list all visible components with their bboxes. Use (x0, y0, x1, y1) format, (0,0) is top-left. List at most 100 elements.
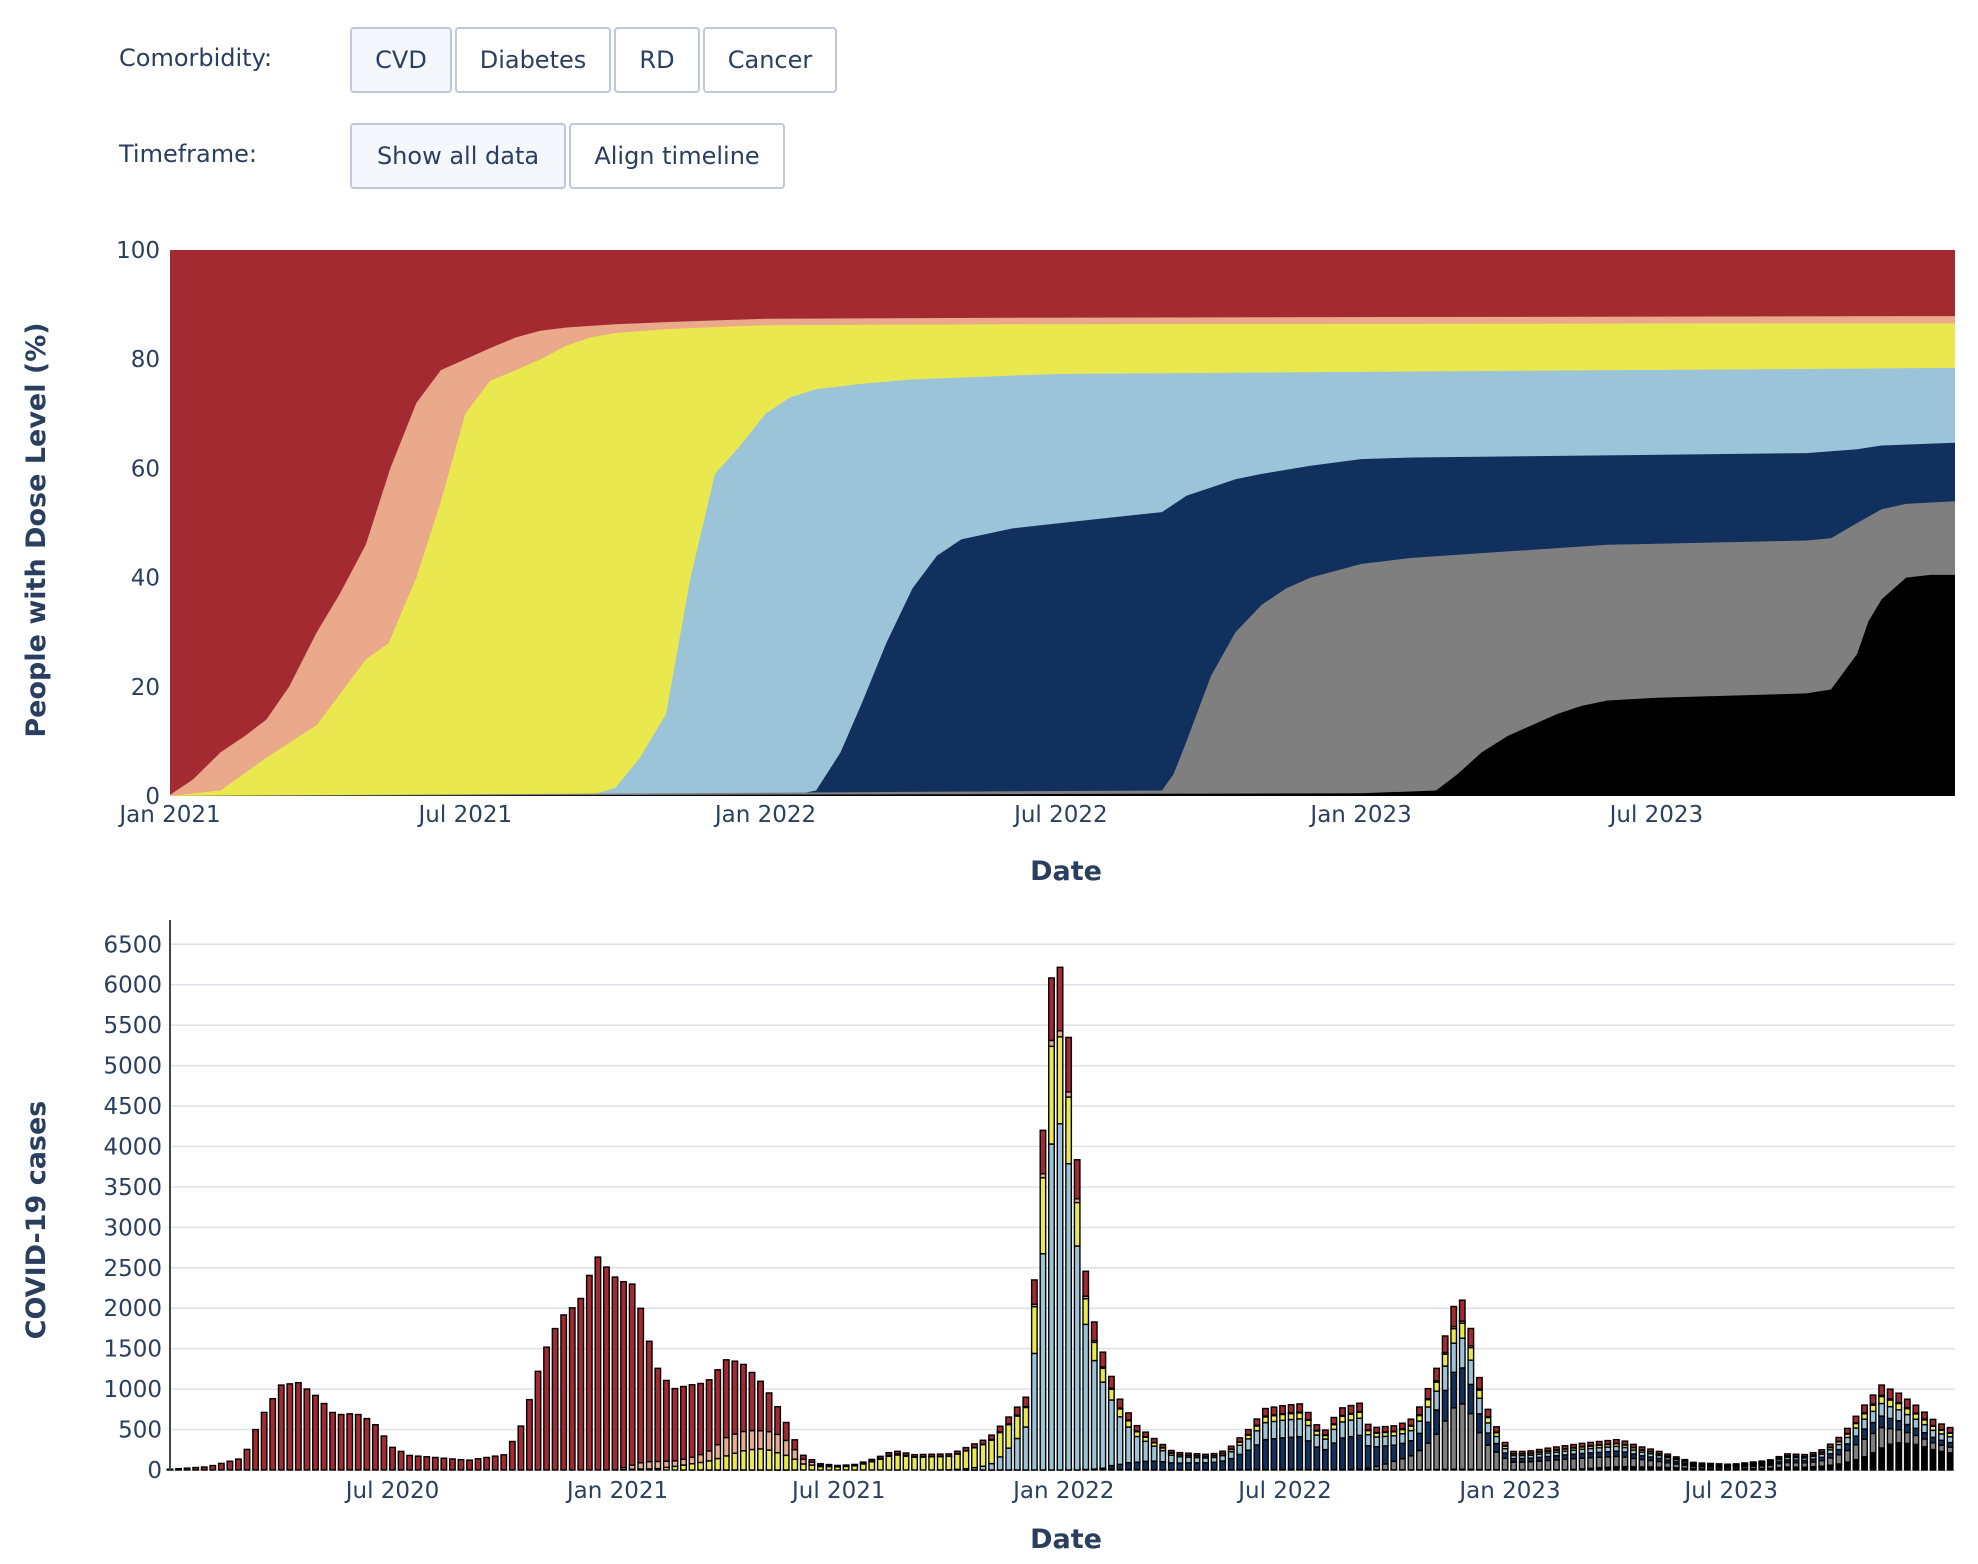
cases-bar-segment (252, 1428, 260, 1471)
cases-bar (423, 1456, 431, 1471)
cases-bar (1895, 1392, 1903, 1471)
cases-bar (1398, 1422, 1406, 1471)
cases-bar-segment (722, 1359, 730, 1439)
diabetes-button[interactable]: Diabetes (455, 27, 611, 93)
cases-bar-segment (1133, 1431, 1141, 1438)
cases-bar-segment (1681, 1458, 1689, 1462)
cases-bar-segment (1493, 1442, 1500, 1453)
cases-bar (1090, 1321, 1098, 1471)
cases-bar (209, 1464, 217, 1471)
cvd-button[interactable]: CVD (350, 27, 452, 93)
cases-bar-segment (1424, 1387, 1432, 1400)
cases-bar-segment (1835, 1436, 1843, 1443)
cases-bar-segment (1826, 1457, 1834, 1466)
cases-bar (252, 1428, 260, 1471)
cases-bar (1244, 1428, 1252, 1471)
cases-bar-segment (175, 1467, 183, 1471)
cases-bar-segment (603, 1266, 610, 1471)
cases-bar (722, 1359, 730, 1471)
cases-bar (1655, 1450, 1663, 1471)
cases-bar (1467, 1327, 1475, 1471)
cases-bar-segment (1467, 1383, 1475, 1415)
cases-bar-segment (731, 1433, 739, 1454)
cases-bar-segment (688, 1456, 696, 1465)
cases-bar-segment (397, 1450, 405, 1471)
cases-bar-segment (1895, 1409, 1903, 1422)
cases-bar-segment (894, 1454, 901, 1471)
cases-x-tick-label: Jul 2022 (1236, 1478, 1332, 1504)
cases-bar-segment (739, 1450, 747, 1471)
dose-x-axis-title: Date (1030, 856, 1102, 887)
cases-bar-segment (1689, 1461, 1697, 1464)
cases-bar-segment (1920, 1423, 1928, 1434)
cases-bar (483, 1456, 491, 1471)
cases-bar (1433, 1367, 1441, 1471)
cases-bar-segment (568, 1307, 576, 1471)
show-all-data-button[interactable]: Show all data (350, 123, 566, 189)
cases-bar-segment (1296, 1418, 1304, 1438)
cases-bar (1801, 1453, 1809, 1471)
cases-bar (1176, 1451, 1184, 1471)
cases-bar (611, 1276, 619, 1471)
cases-bar-segment (1903, 1442, 1911, 1471)
cases-bar (1578, 1442, 1586, 1471)
cases-bar-segment (1578, 1457, 1586, 1470)
cases-bar-segment (1458, 1337, 1466, 1369)
cases-bar-segment (1116, 1398, 1124, 1409)
cases-bar-segment (1416, 1420, 1423, 1435)
cases-bar-segment (1510, 1450, 1518, 1455)
cases-bar-segment (1407, 1440, 1415, 1457)
cases-bar-segment (1869, 1404, 1877, 1413)
cases-bar (1869, 1394, 1877, 1471)
rd-button[interactable]: RD (614, 27, 700, 93)
cases-bar-segment (936, 1455, 944, 1471)
cases-bar (902, 1452, 910, 1471)
cases-bar-segment (1150, 1460, 1158, 1471)
cases-bar-segment (1878, 1426, 1886, 1449)
cases-bar (1236, 1437, 1244, 1471)
cases-bar (217, 1462, 225, 1471)
cases-bar (1475, 1376, 1483, 1471)
cases-bar-segment (705, 1379, 713, 1452)
cases-bar-segment (1852, 1415, 1860, 1424)
cases-bar-segment (1475, 1389, 1483, 1399)
cases-bar (354, 1413, 362, 1471)
cases-bar (1133, 1424, 1141, 1471)
cases-bar-segment (1912, 1443, 1920, 1471)
cases-bar-segment (1544, 1447, 1552, 1452)
cases-bar-segment (448, 1458, 456, 1471)
cancer-button[interactable]: Cancer (703, 27, 837, 93)
cases-bar-segment (320, 1402, 328, 1471)
cases-bar-segment (1467, 1327, 1475, 1347)
cases-bar (269, 1398, 277, 1471)
cases-bar (782, 1421, 790, 1471)
cases-bar (928, 1453, 936, 1471)
cases-bar-segment (1903, 1423, 1911, 1434)
cases-bar-segment (1818, 1449, 1826, 1453)
cases-bar-segment (346, 1413, 354, 1471)
cases-bar (757, 1380, 764, 1471)
cases-bar-segment (748, 1448, 756, 1471)
cases-bar-segment (971, 1447, 978, 1469)
cases-bar-segment (1099, 1381, 1107, 1469)
cases-y-tick-label: 5000 (103, 1054, 162, 1080)
cases-bar-segment (1030, 1305, 1038, 1355)
align-timeline-button[interactable]: Align timeline (569, 123, 785, 189)
cases-bar-segment (1056, 1123, 1064, 1471)
cases-bar (1707, 1462, 1714, 1471)
cases-bar-segment (1013, 1437, 1021, 1471)
cases-bar (594, 1256, 602, 1471)
cases-bar-segment (1364, 1433, 1372, 1447)
cases-bar-segment (1416, 1414, 1423, 1422)
cases-bar-segment (774, 1451, 782, 1471)
dose-x-tick-label: Jul 2023 (1608, 802, 1704, 828)
cases-bar-segment (765, 1430, 773, 1451)
cases-bar-segment (1244, 1449, 1252, 1471)
cases-bar (1304, 1411, 1312, 1471)
cases-bar-segment (791, 1458, 799, 1471)
cases-bar-segment (1878, 1402, 1886, 1417)
cases-bar (1022, 1396, 1030, 1471)
cases-bar (1629, 1443, 1637, 1471)
cases-bar (1065, 1036, 1073, 1471)
cases-bar-segment (1159, 1443, 1167, 1449)
